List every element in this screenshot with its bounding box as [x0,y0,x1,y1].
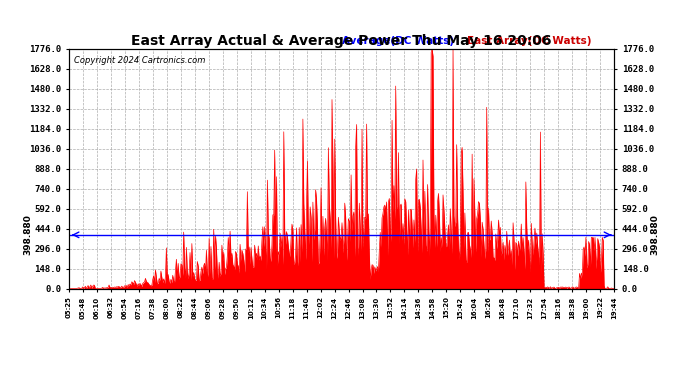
Text: Copyright 2024 Cartronics.com: Copyright 2024 Cartronics.com [75,56,206,65]
Text: 398.880: 398.880 [651,214,660,255]
Text: Average(DC Watts): Average(DC Watts) [342,36,454,46]
Text: 398.880: 398.880 [23,214,32,255]
Title: East Array Actual & Average Power Thu May 16 20:06: East Array Actual & Average Power Thu Ma… [131,34,552,48]
Text: East Array(DC Watts): East Array(DC Watts) [467,36,591,46]
